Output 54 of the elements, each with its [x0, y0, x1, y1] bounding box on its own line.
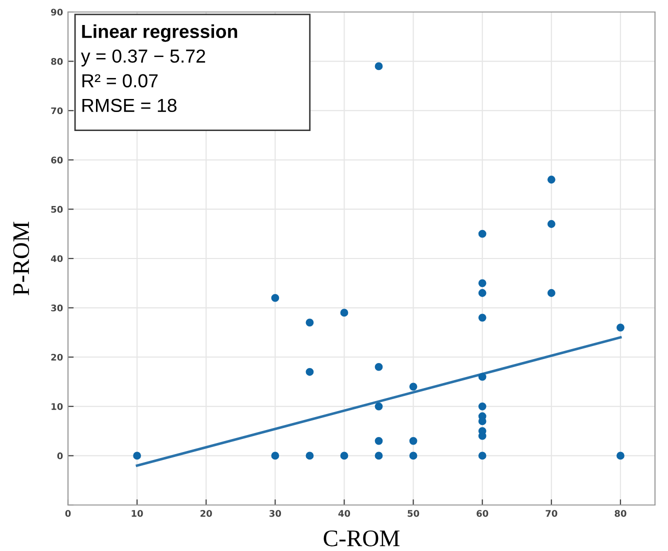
y-tick-label: 0: [57, 452, 63, 460]
x-tick-label: 50: [408, 510, 420, 517]
x-tick-label: 30: [270, 510, 282, 517]
point: [374, 62, 383, 70]
point: [409, 436, 418, 445]
x-tick-label: 80: [614, 510, 626, 517]
point: [340, 308, 348, 317]
point: [478, 432, 486, 440]
point: [547, 176, 556, 184]
x-tick-label: 10: [132, 510, 143, 517]
point: [478, 402, 486, 410]
x-tick-label: 60: [476, 510, 488, 517]
point: [271, 452, 280, 460]
y-tick-label: 50: [51, 206, 63, 213]
point: [306, 368, 314, 376]
x-tick-label: 40: [338, 510, 350, 517]
y-tick-label: 70: [51, 107, 63, 114]
point: [478, 279, 486, 288]
annotation: R² = 0.07: [82, 74, 158, 88]
point: [478, 372, 486, 381]
point: [374, 452, 383, 460]
x-tick-label: 20: [200, 510, 212, 517]
x-tick-label: 0: [65, 510, 71, 517]
x-axis-title: C-ROM: [324, 530, 400, 546]
annotation: Linear regression: [82, 24, 238, 42]
point: [306, 318, 314, 327]
point: [547, 220, 556, 228]
annotation: RMSE = 18: [82, 98, 176, 112]
y-axis-title: P-ROM: [13, 222, 30, 296]
point: [478, 230, 486, 238]
point: [306, 452, 314, 460]
point: [340, 452, 348, 460]
point: [374, 402, 383, 410]
y-tick-label: 20: [51, 354, 63, 361]
point: [478, 452, 486, 460]
y-tick-label: 40: [50, 255, 63, 262]
y-tick-label: 80: [51, 58, 63, 65]
y-tick-label: 10: [52, 403, 63, 410]
point: [374, 363, 383, 371]
point: [133, 452, 142, 460]
y-tick-label: 30: [51, 304, 63, 312]
point: [616, 324, 624, 332]
point: [478, 289, 486, 297]
x-tick-label: 70: [546, 510, 558, 517]
point: [374, 436, 383, 445]
point: [409, 452, 418, 460]
y-tick-label: 60: [51, 156, 63, 164]
point: [271, 294, 280, 302]
point: [616, 452, 624, 460]
point: [409, 382, 418, 391]
point: [547, 289, 556, 297]
point: [478, 314, 486, 322]
annotation: y = 0.37 − 5.72: [80, 49, 206, 66]
y-tick-label: 90: [51, 8, 63, 16]
